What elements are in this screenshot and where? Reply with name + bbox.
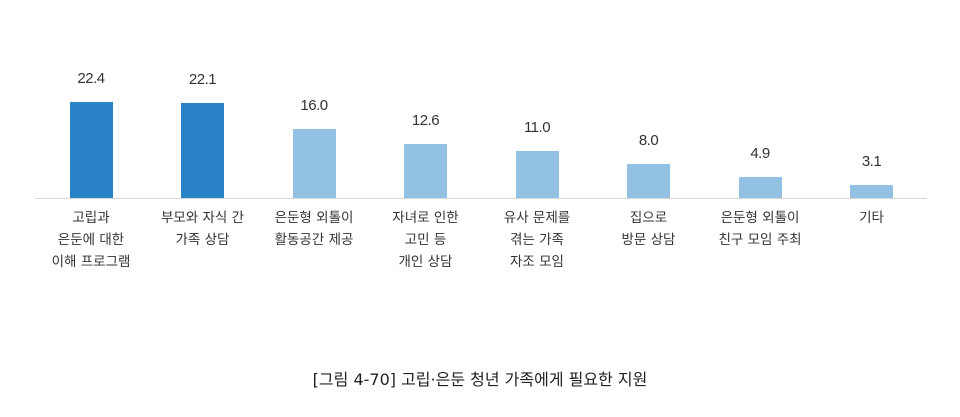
- category-label: 기타: [859, 210, 884, 226]
- category-label: 자녀로 인한 고민 등 개인 상담: [392, 210, 459, 270]
- x-axis-baseline: [35, 198, 927, 199]
- bar: [738, 176, 782, 198]
- bar: [627, 163, 670, 198]
- bar-value-label: 8.0: [638, 131, 659, 149]
- bar-value-label: 12.6: [411, 111, 440, 129]
- category-label: 고립과 은둔에 대한 이해 프로그램: [51, 210, 131, 270]
- bar: [850, 184, 893, 198]
- category-label: 집으로 방문 상담: [621, 210, 676, 248]
- category-label: 유사 문제를 겪는 가족 자조 모임: [503, 210, 571, 270]
- bar-value-label: 22.1: [188, 71, 217, 89]
- bar: [515, 150, 559, 198]
- bar-value-label: 11.0: [523, 118, 551, 136]
- bar: [181, 103, 224, 198]
- category-label: 은둔형 외톨이 활동공간 제공: [274, 210, 354, 248]
- bar: [404, 143, 447, 198]
- bar: [69, 101, 113, 198]
- category-label: 은둔형 외톨이 친구 모임 주최: [718, 210, 802, 248]
- bar-value-label: 22.4: [77, 69, 105, 87]
- category-label: 부모와 자식 간 가족 상담: [160, 210, 245, 248]
- bar-value-label: 4.9: [750, 144, 770, 162]
- bar-value-label: 16.0: [300, 97, 328, 115]
- bar-value-label: 3.1: [861, 152, 882, 170]
- figure-caption: [그림 4-70] 고립·은둔 청년 가족에게 필요한 지원: [312, 370, 648, 389]
- bar: [292, 129, 336, 198]
